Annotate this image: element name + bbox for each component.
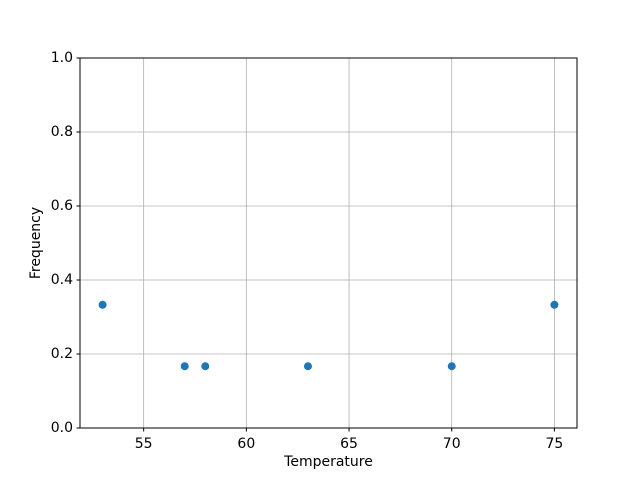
y-tick-label: 0.8 (50, 124, 73, 140)
plot-spines (79, 57, 578, 429)
y-tick-label: 0.0 (50, 420, 73, 436)
y-tick-label: 1.0 (50, 50, 73, 66)
data-point (98, 300, 107, 309)
y-tick-label: 0.2 (50, 346, 73, 362)
data-point (180, 362, 189, 371)
data-point (201, 362, 210, 371)
y-axis-label: Frequency (28, 206, 44, 280)
data-point (303, 362, 312, 371)
x-tick-label: 65 (340, 436, 358, 452)
x-axis-label: Temperature (284, 454, 373, 470)
data-point (550, 300, 559, 309)
x-tick-label: 55 (134, 436, 153, 452)
x-tick-label: 70 (442, 436, 461, 452)
x-tick-label: 75 (545, 436, 564, 452)
y-tick-label: 0.6 (50, 198, 73, 214)
data-point (447, 362, 456, 371)
y-tick-label: 0.4 (50, 272, 73, 288)
x-tick-label: 60 (237, 436, 256, 452)
